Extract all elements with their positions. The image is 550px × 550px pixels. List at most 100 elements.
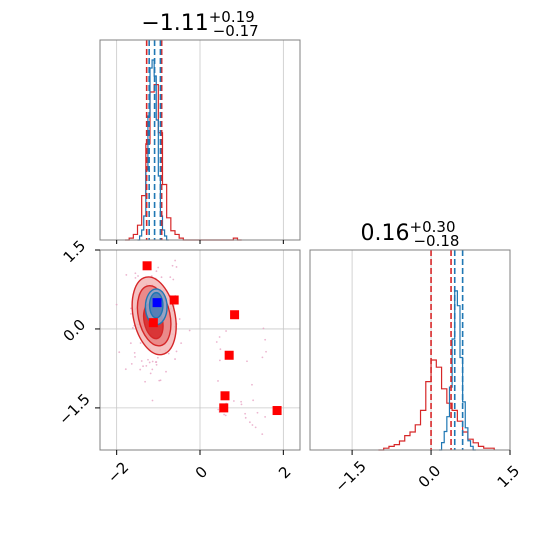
red-square-marker-2 <box>148 318 158 328</box>
scatter-ytick-label-1: 0.0 <box>60 316 90 346</box>
scatter-sample-point <box>124 368 127 371</box>
scatter-sample-point <box>218 359 221 362</box>
scatter-sample-point <box>219 348 222 351</box>
scatter-sample-point <box>157 266 160 269</box>
scatter-sample-point <box>160 276 163 279</box>
scatter-sample-point <box>144 380 146 383</box>
scatter-sample-point <box>244 416 247 419</box>
scatter-sample-point <box>254 426 257 429</box>
red-square-marker-7 <box>272 406 282 416</box>
scatter-sample-point <box>129 342 132 345</box>
scatter-sample-point <box>169 276 172 278</box>
scatter-sample-point <box>151 399 154 402</box>
title-param2-base: 0.16 <box>361 221 410 246</box>
scatter-sample-point <box>252 399 255 402</box>
histogram-param2: −1.5 0.0 1.5 <box>309 249 524 496</box>
scatter-sample-point <box>246 360 248 363</box>
scatter-sample-point <box>217 408 220 411</box>
red-square-marker-1 <box>169 295 179 305</box>
scatter-xtick-label-0: −2 <box>104 458 132 486</box>
scatter-sample-point <box>142 365 144 368</box>
scatter-sample-point <box>225 330 227 332</box>
hist2-blue-series <box>438 290 476 451</box>
scatter-sample-point <box>134 355 136 358</box>
scatter-sample-point <box>115 303 118 306</box>
scatter-sample-point <box>188 329 191 332</box>
title-param1: −1.11+0.19 −0.17 <box>141 8 258 40</box>
scatter-sample-point <box>151 360 154 363</box>
scatter-sample-point <box>251 424 254 426</box>
scatter-sample-point <box>218 336 221 338</box>
hist2-xtick-label-2: 1.5 <box>494 462 524 492</box>
hist2-frame <box>309 249 511 451</box>
scatter-sample-point <box>240 400 242 403</box>
scatter-sample-point <box>261 433 264 435</box>
scatter-sample-point <box>155 363 158 366</box>
scatter-sample-point <box>171 264 174 267</box>
scatter-sample-point <box>145 364 148 367</box>
scatter-xtick-label-2: 2 <box>275 463 294 482</box>
scatter-sample-point <box>232 400 235 402</box>
scatter-sample-point <box>167 352 170 355</box>
scatter-sample-point <box>175 350 178 353</box>
blue-square-marker <box>152 298 162 308</box>
red-square-marker-5 <box>220 391 230 401</box>
scatter-sample-point <box>151 368 154 371</box>
scatter-sample-point <box>265 350 267 353</box>
title-param1-sup: +0.19 <box>209 8 255 26</box>
scatter-sample-point <box>140 360 143 362</box>
scatter-sample-point <box>147 358 149 361</box>
scatter-sample-point <box>174 358 176 360</box>
scatter-sample-point <box>172 278 175 281</box>
scatter-sample-point <box>130 307 132 310</box>
title-param1-base: −1.11 <box>141 11 208 36</box>
title-param2-sup: +0.30 <box>410 218 456 236</box>
title-param2-sub: −0.18 <box>413 232 459 250</box>
scatter-sample-point <box>175 266 178 268</box>
scatter-sample-point <box>155 361 158 363</box>
red-square-marker-4 <box>224 350 234 360</box>
hist2-xtick-label-1: 0.0 <box>415 462 445 492</box>
hist2-xtick-label-0: −1.5 <box>331 457 369 495</box>
scatter-sample-point <box>134 272 137 275</box>
title-param1-sub: −0.17 <box>213 22 259 40</box>
scatter-sample-point <box>256 411 259 414</box>
hist1-red-series <box>125 84 242 241</box>
scatter-sample-point <box>174 259 177 262</box>
scatter-param1-param2: −2 0 2 1.5 0.0 −1.5 <box>55 237 301 487</box>
scatter-sample-point <box>261 356 264 359</box>
hist2-red-series <box>378 359 495 451</box>
scatter-sample-point <box>165 370 167 373</box>
scatter-sample-point <box>217 380 219 382</box>
scatter-sample-point <box>130 363 133 365</box>
red-square-marker-0 <box>142 261 152 271</box>
title-param2: 0.16+0.30 −0.18 <box>361 218 460 250</box>
scatter-sample-point <box>159 379 162 382</box>
scatter-sample-point <box>178 318 181 320</box>
red-square-marker-3 <box>230 310 240 320</box>
scatter-ytick-label-2: −1.5 <box>55 390 93 428</box>
red-square-marker-6 <box>219 403 229 413</box>
scatter-sample-point <box>118 351 121 354</box>
scatter-sample-point <box>155 270 158 273</box>
scatter-sample-point <box>148 361 151 364</box>
scatter-sample-point <box>264 338 267 341</box>
scatter-sample-point <box>131 326 134 329</box>
scatter-sample-point <box>133 351 136 354</box>
scatter-sample-point <box>224 414 227 417</box>
scatter-sample-point <box>134 276 137 279</box>
scatter-sample-point <box>223 413 226 416</box>
scatter-sample-point <box>130 312 132 315</box>
scatter-ytick-label-0: 1.5 <box>60 237 90 267</box>
scatter-sample-point <box>262 327 265 330</box>
scatter-sample-point <box>248 421 251 424</box>
scatter-sample-point <box>139 368 142 371</box>
scatter-sample-point <box>125 274 128 276</box>
scatter-xtick-label-1: 0 <box>192 463 211 482</box>
scatter-sample-point <box>244 412 247 415</box>
scatter-sample-point <box>264 416 267 418</box>
scatter-sample-point <box>180 342 183 345</box>
scatter-sample-point <box>240 403 243 406</box>
scatter-sample-point <box>149 372 152 375</box>
